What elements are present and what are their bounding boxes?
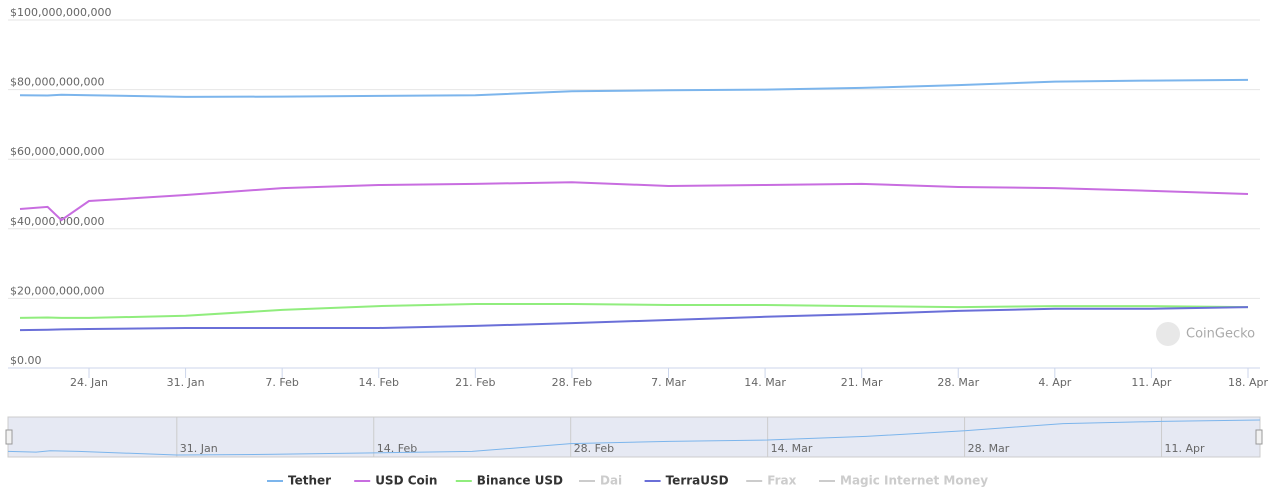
navigator-tick-label: 31. Jan	[180, 442, 218, 455]
y-tick-label: $20,000,000,000	[10, 284, 104, 297]
series-line	[19, 303, 1249, 319]
legend-label[interactable]: Binance USD	[477, 474, 563, 488]
navigator-tick-label: 11. Apr	[1165, 442, 1205, 455]
credit[interactable]: CoinGecko	[1186, 327, 1255, 342]
x-tick-label: 11. Apr	[1131, 376, 1171, 389]
legend-label[interactable]: TerraUSD	[666, 474, 729, 488]
series-line	[19, 181, 1249, 222]
series-line	[19, 306, 1249, 332]
navigator[interactable]	[7, 416, 1261, 458]
x-tick-label: 21. Mar	[841, 376, 883, 389]
navigator-tick-label: 14. Mar	[771, 442, 813, 455]
legend-label[interactable]: Tether	[288, 474, 331, 488]
credit-logo	[1156, 322, 1180, 346]
navigator-tick-label: 28. Feb	[574, 442, 614, 455]
y-tick-label: $80,000,000,000	[10, 76, 104, 89]
navigator-line	[7, 419, 1261, 456]
x-tick-label: 21. Feb	[455, 376, 495, 389]
legend-label[interactable]: Frax	[767, 474, 796, 488]
navigator-handle[interactable]	[1255, 429, 1263, 445]
legend-label[interactable]: Dai	[600, 474, 622, 488]
y-tick-label: $0.00	[10, 354, 42, 367]
x-tick-label: 24. Jan	[70, 376, 108, 389]
x-tick-label: 7. Mar	[651, 376, 686, 389]
x-tick-label: 31. Jan	[167, 376, 205, 389]
navigator-tick-label: 28. Mar	[968, 442, 1010, 455]
x-tick-label: 7. Feb	[265, 376, 298, 389]
y-tick-label: $40,000,000,000	[10, 215, 104, 228]
x-tick-label: 14. Mar	[744, 376, 786, 389]
x-tick-label: 28. Mar	[937, 376, 979, 389]
navigator-tick-label: 14. Feb	[377, 442, 417, 455]
x-tick-label: 18. Apr	[1228, 376, 1268, 389]
legend-label[interactable]: Magic Internet Money	[840, 474, 988, 488]
x-tick-label: 14. Feb	[359, 376, 399, 389]
x-tick-label: 28. Feb	[552, 376, 592, 389]
y-tick-label: $100,000,000,000	[10, 6, 111, 19]
navigator-handle[interactable]	[5, 429, 13, 445]
x-tick-label: 4. Apr	[1038, 376, 1071, 389]
series-line	[19, 78, 1249, 98]
y-tick-label: $60,000,000,000	[10, 145, 104, 158]
legend-label[interactable]: USD Coin	[375, 474, 437, 488]
